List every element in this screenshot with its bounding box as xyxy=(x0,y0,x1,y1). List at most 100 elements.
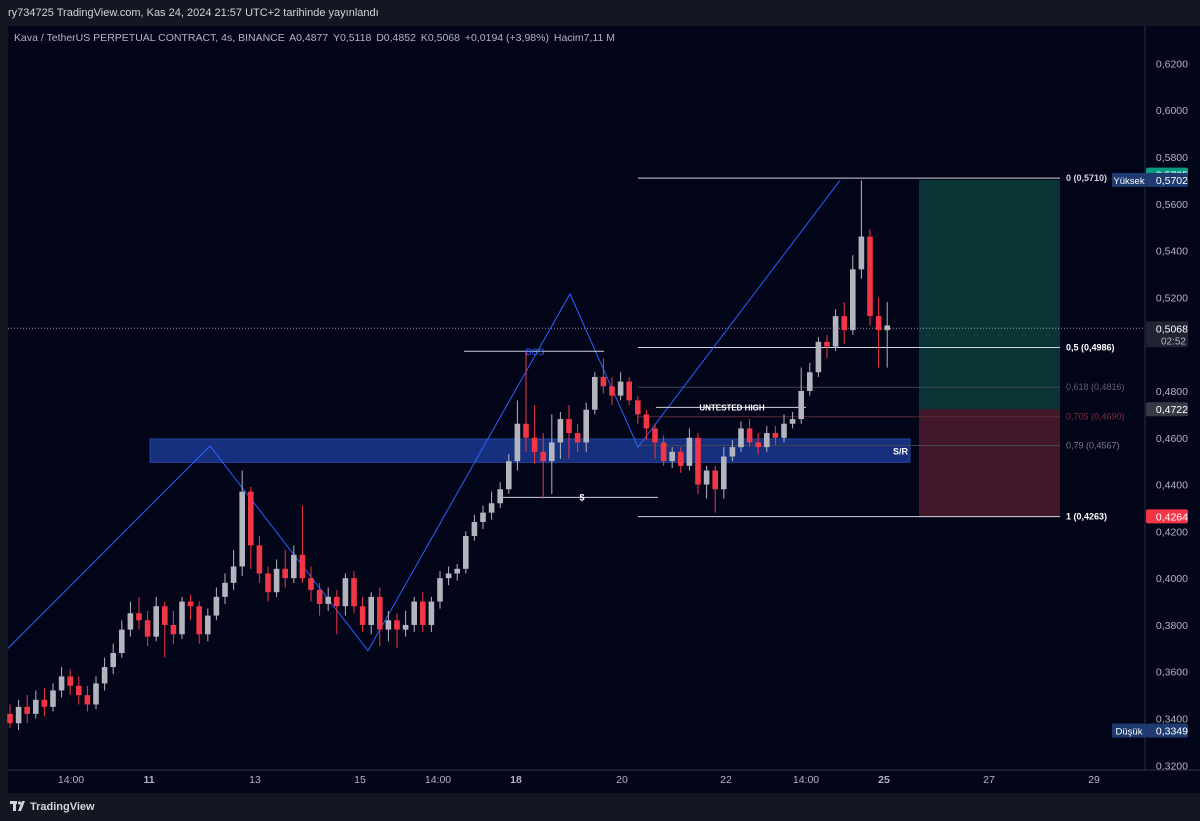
legend-low: D0,4852 xyxy=(376,32,416,44)
y-tick-label: 0,4400 xyxy=(1156,480,1188,492)
price-tag xyxy=(1146,402,1188,417)
candle-up xyxy=(273,568,280,593)
candle-up xyxy=(514,423,521,462)
candle-up xyxy=(437,578,443,602)
candle-down xyxy=(41,699,48,707)
publish-line: ry734725 TradingView.com, Kas 24, 2024 2… xyxy=(8,7,379,19)
candle-down xyxy=(772,433,779,438)
candle-up xyxy=(850,269,856,331)
price-tag xyxy=(1146,723,1188,738)
candle-up xyxy=(342,578,349,607)
y-tick-label: 0,3600 xyxy=(1156,667,1188,679)
price-axis xyxy=(1145,26,1200,770)
liquidity-label: $ xyxy=(579,492,584,502)
candle-down xyxy=(256,545,263,574)
candle-down xyxy=(755,442,761,448)
fib-level-label: 0,618 (0,4816) xyxy=(1066,382,1125,392)
candle-up xyxy=(488,503,495,513)
y-tick-label: 0,6000 xyxy=(1156,105,1188,117)
sr-zone xyxy=(149,438,911,463)
tradingview-brand[interactable]: TradingView xyxy=(30,801,95,813)
candle-up xyxy=(153,606,159,637)
candle-up xyxy=(411,601,417,625)
y-tick-label: 0,3200 xyxy=(1156,760,1188,772)
candle-down xyxy=(24,706,30,714)
legend-symbol[interactable]: Kava / TetherUS PERPETUAL CONTRACT, 4s, … xyxy=(14,32,285,44)
legend-high: Y0,5118 xyxy=(332,32,372,44)
price-tag xyxy=(1146,172,1188,187)
y-tick-label: 0,5600 xyxy=(1156,199,1188,211)
candle-up xyxy=(385,620,392,630)
candle-up xyxy=(480,512,486,522)
price-tag-label: 0,3349 xyxy=(1156,725,1188,737)
loss-zone xyxy=(919,409,1060,517)
candle-up xyxy=(239,491,245,567)
candle-down xyxy=(187,601,194,607)
candle-down xyxy=(746,428,753,443)
y-tick-label: 0,5400 xyxy=(1156,246,1188,258)
candle-down xyxy=(67,676,73,686)
candle-up xyxy=(291,554,297,579)
candle-up xyxy=(832,316,839,347)
candle-down xyxy=(600,376,607,387)
footer-bar: TradingView xyxy=(0,794,1200,821)
price-tag xyxy=(1146,509,1188,524)
x-tick-label: 18 xyxy=(510,774,522,786)
candle-down xyxy=(359,606,366,625)
candle-down xyxy=(196,606,202,635)
legend-close: K0,5068 xyxy=(420,32,460,44)
candle-down xyxy=(170,624,177,635)
chart-legend: Kava / TetherUS PERPETUAL CONTRACT, 4s, … xyxy=(14,32,617,44)
candle-up xyxy=(583,409,589,443)
candle-up xyxy=(428,601,435,625)
y-tick-label: 0,4600 xyxy=(1156,433,1188,445)
candle-down xyxy=(162,606,168,625)
low-side-tag xyxy=(1112,723,1146,738)
candle-up xyxy=(222,582,228,597)
candle-up xyxy=(179,601,185,635)
candle-up xyxy=(497,489,503,504)
candle-up xyxy=(858,236,865,270)
candle-up xyxy=(807,372,813,391)
time-axis xyxy=(8,771,1200,793)
fib-level-label: 0,79 (0,4567) xyxy=(1066,440,1120,450)
candle-up xyxy=(738,428,744,448)
candle-down xyxy=(652,428,658,443)
price-tag-label: 0,5068 xyxy=(1156,323,1188,335)
candle-up xyxy=(368,596,374,625)
legend-open: A0,4877 xyxy=(289,32,329,44)
candle-up xyxy=(445,573,452,579)
candle-down xyxy=(308,578,314,590)
y-tick-label: 0,5200 xyxy=(1156,292,1188,304)
high-side-tag xyxy=(1112,172,1146,187)
candle-up xyxy=(617,381,624,396)
y-tick-label: 0,3800 xyxy=(1156,620,1188,632)
candle-up xyxy=(815,341,822,373)
candle-up xyxy=(669,451,675,462)
candle-up xyxy=(325,596,331,604)
candle-down xyxy=(875,316,882,331)
x-tick-label: 14:00 xyxy=(425,774,451,786)
untested-high-label: UNTESTED HIGH xyxy=(699,403,765,412)
candle-down xyxy=(678,451,684,466)
candle-up xyxy=(798,390,804,420)
candle-up xyxy=(33,699,39,714)
publish-header: ry734725 TradingView.com, Kas 24, 2024 2… xyxy=(0,0,1200,26)
candle-up xyxy=(703,470,710,485)
candle-up xyxy=(463,536,469,569)
price-tag-label: 0,4264 xyxy=(1156,511,1188,523)
candle-down xyxy=(351,578,357,607)
candle-down xyxy=(144,620,151,637)
candle-up xyxy=(764,433,770,448)
candle-up xyxy=(50,690,56,707)
candle-down xyxy=(420,601,426,625)
candle-up xyxy=(15,706,22,724)
x-tick-label: 29 xyxy=(1088,774,1100,786)
high-side-label: Yüksek xyxy=(1113,176,1144,187)
candle-up xyxy=(93,683,99,705)
candle-up xyxy=(549,442,555,462)
candle-down xyxy=(334,596,340,607)
x-tick-label: 27 xyxy=(983,774,995,786)
zigzag-line xyxy=(7,180,841,652)
